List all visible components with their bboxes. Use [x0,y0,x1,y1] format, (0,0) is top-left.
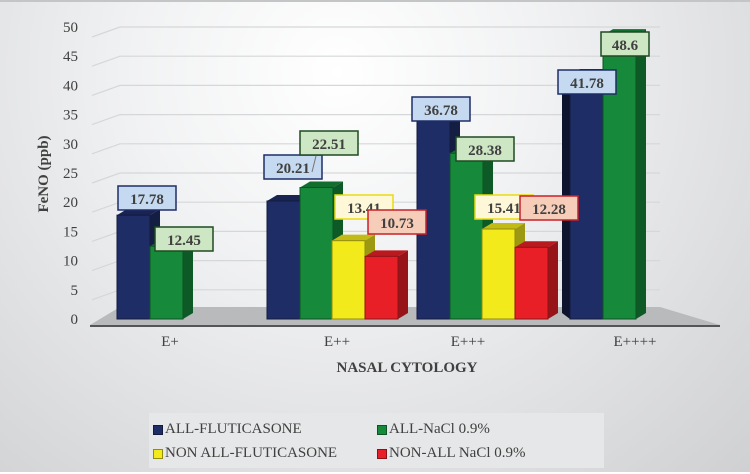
bar-side [398,250,408,319]
data-label-leader [311,155,317,173]
data-label-box [557,69,617,95]
legend-swatch-non-all-fluticasone [153,448,163,459]
y-tick-label: 25 [63,166,78,182]
bar-all-nacl-0-9--Epp [299,187,334,320]
data-label-box [600,31,650,57]
gridline [91,55,660,67]
legend-swatch-all-nacl [377,424,387,435]
x-tick-label: E+++ [451,334,486,350]
x-axis-title: NASAL CYTOLOGY [336,360,477,376]
bar-all-nacl-0-9--Eppp [449,152,484,320]
data-label: 10.73 [367,209,427,235]
data-label-box [263,154,323,180]
x-tick-label: E+ [161,334,179,350]
data-label-box [154,226,214,252]
legend-item-all-nacl: ALL-NaCl 0.9% [377,421,490,438]
data-label: 36.78 [411,96,471,122]
y-tick-label: 20 [63,195,78,211]
legend-item-non-all-nacl: NON-ALL NaCl 0.9% [377,445,526,462]
bar-non-all-fluticasone-Eppp [481,228,516,320]
bar-side [636,29,646,320]
data-label-box [117,185,177,211]
y-tick-label: 30 [63,137,78,153]
gridline [91,26,660,38]
bar-non-all-nacl-0-9--Eppp [514,246,549,320]
legend-label: ALL-NaCl 0.9% [389,421,490,437]
data-label-text: 12.45 [167,233,201,249]
data-label-text: 22.51 [312,137,346,153]
legend-label: NON ALL-FLUTICASONE [165,445,338,461]
data-label-text: 36.78 [424,103,458,119]
bar-top [482,223,525,230]
data-labels: 17.7812.4520.2122.5113.4110.7336.7828.38… [117,31,650,252]
bar-all-nacl-0-9--Ep [149,245,184,320]
x-tick-label: E++ [324,334,350,350]
x-axis-ticks: E+ E++ E+++ E++++ [161,334,656,350]
data-label: 28.38 [455,136,515,162]
bar-all-fluticasone-Epp [266,200,301,320]
legend-label: ALL-FLUTICASONE [165,421,302,437]
bar-all-fluticasone-Ep [116,214,151,320]
y-axis-title: FeNO (ppb) [36,135,52,212]
legend: ALL-FLUTICASONE ALL-NaCl 0.9% NON ALL-FL… [149,413,604,468]
legend-swatch-non-all-nacl [377,448,387,459]
bar-side [183,240,193,319]
gridline [91,113,660,126]
y-tick-label: 0 [71,312,79,328]
data-label: 22.51 [299,130,359,156]
y-tick-label: 10 [63,254,78,270]
data-label-box [367,209,427,235]
bar-top [300,181,343,188]
y-tick-label: 40 [63,78,78,94]
data-label-text: 41.78 [570,76,604,92]
data-label: 41.78 [557,69,617,95]
data-label: 15.41 [474,194,534,220]
legend-swatch-all-fluticasone [153,424,163,435]
data-label-box [299,130,359,156]
data-label-text: 28.38 [468,143,502,159]
bar-non-all-nacl-0-9--Epp [364,255,399,320]
data-label: 12.28 [519,195,579,221]
gridline [91,84,660,96]
bar-top [365,250,408,257]
bar-top [332,234,375,241]
data-label-box [411,96,471,122]
legend-label: NON-ALL NaCl 0.9% [389,445,526,461]
data-label-text: 10.73 [380,216,414,232]
bar-non-all-fluticasone-Epp [331,240,366,320]
legend-item-non-all-fluticasone: NON ALL-FLUTICASONE [153,445,337,462]
bar-top [267,194,310,201]
y-tick-label: 5 [71,283,79,299]
x-tick-label: E++++ [613,334,656,350]
data-label-box [519,195,579,221]
y-tick-label: 50 [63,20,78,36]
data-label-text: 12.28 [532,202,566,218]
y-tick-label: 35 [63,108,78,124]
y-tick-label: 45 [63,49,78,65]
bar-top [515,241,558,248]
data-label: 17.78 [117,185,177,211]
data-label-text: 20.21 [276,161,310,177]
data-label: 12.45 [154,226,214,252]
bar-side [548,241,558,319]
data-label-text: 15.41 [487,201,521,217]
data-label-box [455,136,515,162]
y-axis-ticks: 0 5 10 15 20 25 30 35 40 45 50 [63,20,78,328]
data-label: 20.21 [263,154,323,180]
legend-item-all-fluticasone: ALL-FLUTICASONE [153,421,302,438]
data-label-text: 17.78 [130,192,164,208]
data-label-text: 48.6 [612,38,639,54]
y-tick-label: 15 [63,224,78,240]
data-label: 48.6 [600,31,650,57]
